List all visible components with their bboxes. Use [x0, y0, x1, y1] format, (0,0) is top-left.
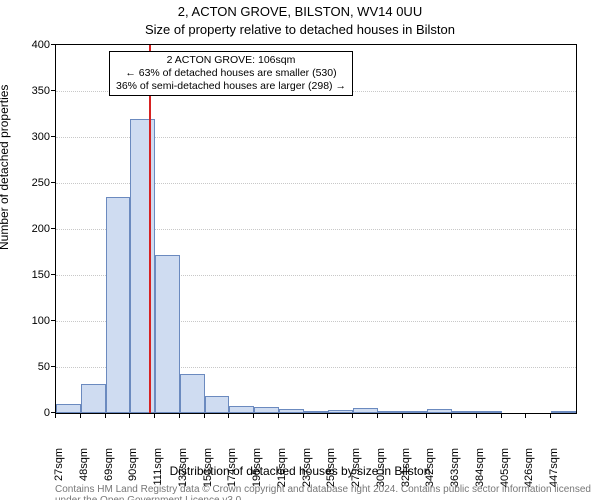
xtick-label: 405sqm	[499, 448, 511, 496]
histogram-bar	[229, 406, 254, 413]
xtick-label: 279sqm	[350, 448, 362, 496]
ytick-mark	[51, 412, 55, 413]
chart-title-line2: Size of property relative to detached ho…	[0, 22, 600, 37]
histogram-bar	[353, 408, 378, 413]
ytick-label: 400	[32, 39, 50, 51]
histogram-bar	[81, 384, 106, 413]
xtick-label: 426sqm	[523, 448, 535, 496]
xtick-label: 258sqm	[325, 448, 337, 496]
xtick-label: 363sqm	[449, 448, 461, 496]
histogram-bar	[254, 407, 279, 413]
ytick-mark	[51, 274, 55, 275]
annotation-line-2: ← 63% of detached houses are smaller (53…	[116, 67, 346, 80]
y-axis-label: Number of detached properties	[0, 85, 11, 250]
xtick-label: 342sqm	[424, 448, 436, 496]
xtick-label: 174sqm	[226, 448, 238, 496]
chart-container: 2, ACTON GROVE, BILSTON, WV14 0UU Size o…	[0, 0, 600, 500]
xtick-mark	[501, 414, 502, 418]
annotation-line-3: 36% of semi-detached houses are larger (…	[116, 80, 346, 93]
xtick-mark	[550, 414, 551, 418]
chart-title-line1: 2, ACTON GROVE, BILSTON, WV14 0UU	[0, 4, 600, 19]
xtick-mark	[278, 414, 279, 418]
annotation-line-1: 2 ACTON GROVE: 106sqm	[116, 54, 346, 67]
xtick-label: 384sqm	[474, 448, 486, 496]
xtick-label: 237sqm	[301, 448, 313, 496]
histogram-bar	[304, 411, 329, 413]
xtick-mark	[204, 414, 205, 418]
ytick-label: 350	[32, 85, 50, 97]
xtick-label: 216sqm	[276, 448, 288, 496]
xtick-mark	[525, 414, 526, 418]
reference-line	[149, 45, 151, 413]
xtick-label: 132sqm	[177, 448, 189, 496]
ytick-label: 300	[32, 131, 50, 143]
xtick-mark	[179, 414, 180, 418]
xtick-mark	[327, 414, 328, 418]
histogram-bar	[56, 404, 81, 413]
plot-area	[55, 44, 577, 414]
ytick-mark	[51, 90, 55, 91]
xtick-mark	[129, 414, 130, 418]
ytick-label: 150	[32, 269, 50, 281]
ytick-mark	[51, 366, 55, 367]
xtick-mark	[303, 414, 304, 418]
xtick-label: 90sqm	[127, 448, 139, 496]
ytick-mark	[51, 320, 55, 321]
xtick-mark	[451, 414, 452, 418]
histogram-bar	[427, 409, 452, 413]
xtick-mark	[253, 414, 254, 418]
histogram-bar	[106, 197, 131, 413]
histogram-bar	[180, 374, 205, 413]
xtick-mark	[377, 414, 378, 418]
histogram-bar	[378, 411, 403, 413]
annotation-box: 2 ACTON GROVE: 106sqm ← 63% of detached …	[109, 51, 353, 96]
ytick-mark	[51, 44, 55, 45]
xtick-mark	[80, 414, 81, 418]
ytick-mark	[51, 182, 55, 183]
histogram-bar	[130, 119, 155, 413]
histogram-bar	[155, 255, 180, 413]
xtick-mark	[228, 414, 229, 418]
histogram-bar	[328, 410, 353, 413]
xtick-label: 48sqm	[78, 448, 90, 496]
xtick-mark	[352, 414, 353, 418]
histogram-bar	[279, 409, 304, 413]
xtick-label: 300sqm	[375, 448, 387, 496]
histogram-bar	[477, 411, 502, 413]
ytick-label: 0	[44, 407, 50, 419]
ytick-label: 200	[32, 223, 50, 235]
ytick-label: 50	[38, 361, 50, 373]
xtick-mark	[55, 414, 56, 418]
xtick-mark	[105, 414, 106, 418]
histogram-bar	[551, 411, 576, 413]
xtick-mark	[476, 414, 477, 418]
xtick-mark	[154, 414, 155, 418]
ytick-label: 100	[32, 315, 50, 327]
xtick-label: 69sqm	[103, 448, 115, 496]
xtick-label: 111sqm	[152, 448, 164, 496]
histogram-bar	[205, 396, 230, 413]
xtick-mark	[402, 414, 403, 418]
ytick-label: 250	[32, 177, 50, 189]
xtick-label: 447sqm	[548, 448, 560, 496]
xtick-label: 27sqm	[53, 448, 65, 496]
ytick-mark	[51, 136, 55, 137]
histogram-bar	[452, 411, 477, 413]
ytick-mark	[51, 228, 55, 229]
xtick-mark	[426, 414, 427, 418]
xtick-label: 195sqm	[251, 448, 263, 496]
xtick-label: 153sqm	[202, 448, 214, 496]
histogram-bar	[403, 411, 428, 413]
xtick-label: 321sqm	[400, 448, 412, 496]
